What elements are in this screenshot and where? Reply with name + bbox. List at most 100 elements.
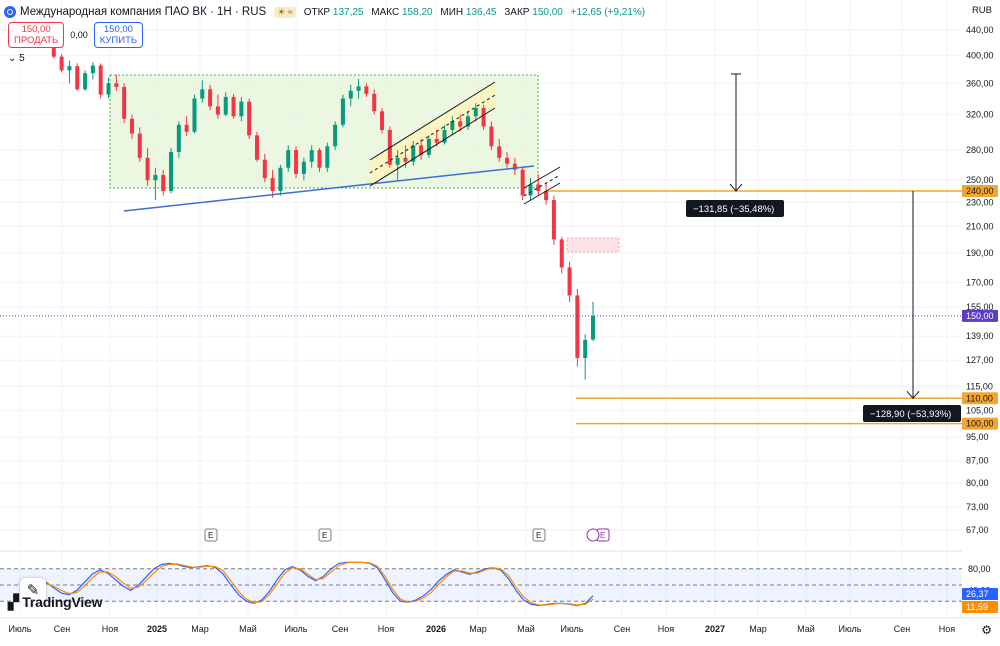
candle-body[interactable] (551, 200, 556, 240)
channel-lower-line[interactable] (369, 107, 496, 187)
earnings-marker[interactable] (318, 528, 332, 542)
candle-body[interactable] (176, 124, 181, 152)
candle-body[interactable] (536, 184, 541, 192)
candle-body[interactable] (575, 295, 580, 359)
candle-body[interactable] (348, 90, 353, 99)
buy-button[interactable]: 150,00 КУПИТЬ (93, 22, 144, 48)
candle-body[interactable] (67, 66, 72, 71)
candle-body[interactable] (184, 124, 189, 132)
candle-body[interactable] (497, 146, 502, 158)
flag-lower-line[interactable] (523, 182, 561, 205)
support-trendline-2[interactable] (369, 165, 535, 185)
candle-body[interactable] (481, 108, 486, 127)
candle-body[interactable] (301, 161, 306, 174)
candle-body[interactable] (75, 66, 80, 90)
stoch-line-1[interactable] (45, 561, 594, 606)
candle-body[interactable] (239, 101, 244, 117)
candle-body[interactable] (465, 116, 470, 127)
price-tick-label: 115,00 (966, 381, 993, 391)
indicators-collapse-button[interactable]: ⌄ 5 (8, 53, 25, 64)
gap-zone[interactable] (566, 237, 620, 253)
candle-body[interactable] (364, 86, 369, 94)
candle-body[interactable] (458, 121, 463, 127)
price-tick-label: 155,00 (966, 302, 994, 312)
candle-body[interactable] (153, 174, 158, 181)
candle-body[interactable] (59, 56, 64, 71)
candle-body[interactable] (247, 101, 252, 136)
candle-body[interactable] (583, 339, 588, 359)
candle-body[interactable] (356, 86, 361, 91)
channel-upper-line[interactable] (369, 81, 496, 161)
candle-body[interactable] (200, 89, 205, 99)
x-axis: Июль Сен Ноя 2025 Мар Май Июль Сен Ноя 2026 Мар Май… (0, 617, 1000, 634)
candle-body[interactable] (161, 174, 166, 192)
candle-body[interactable] (559, 239, 564, 268)
candle-body[interactable] (122, 87, 127, 119)
candle-body[interactable] (286, 150, 291, 168)
currency-label[interactable]: RUB (971, 5, 992, 16)
candle-body[interactable] (340, 98, 345, 125)
candle-body[interactable] (395, 157, 400, 165)
draw-tool-button[interactable]: ✎ (20, 578, 46, 604)
channel-mid-line[interactable] (369, 94, 496, 174)
candle-body[interactable] (380, 111, 385, 130)
candle-body[interactable] (114, 83, 119, 88)
consolidation-zone[interactable] (109, 74, 539, 189)
candle-body[interactable] (442, 129, 447, 143)
candle-body[interactable] (254, 135, 259, 160)
earnings-marker[interactable] (204, 528, 218, 542)
candle-body[interactable] (129, 118, 134, 134)
candle-body[interactable] (489, 126, 494, 147)
sell-button[interactable]: 150,00 ПРОДАТЬ (8, 22, 65, 48)
symbol-title[interactable]: Международная компания ПАО ВК · 1Н · RUS (20, 6, 267, 18)
candle-body[interactable] (426, 138, 431, 155)
flag-upper-line[interactable] (523, 166, 561, 189)
candle-body[interactable] (262, 159, 267, 179)
candle-body[interactable] (520, 169, 525, 196)
candle-body[interactable] (90, 65, 95, 74)
candle-body[interactable] (169, 151, 174, 192)
candle-body[interactable] (208, 89, 213, 107)
candle-body[interactable] (591, 315, 595, 340)
candle-body[interactable] (83, 73, 88, 90)
stoch-value-badge (962, 601, 998, 613)
candle-body[interactable] (309, 150, 314, 162)
candle-body[interactable] (505, 157, 510, 164)
candle-body[interactable] (544, 191, 549, 201)
earnings-marker[interactable] (532, 528, 546, 542)
candle-body[interactable] (231, 96, 236, 117)
time-tick-label: Мар (469, 624, 487, 634)
candle-body[interactable] (512, 163, 517, 170)
candle-body[interactable] (137, 133, 142, 158)
candle-body[interactable] (403, 157, 408, 162)
chevron-down-icon: ⌄ (8, 53, 17, 64)
candle-body[interactable] (106, 83, 111, 95)
candle-body[interactable] (278, 167, 283, 192)
candle-body[interactable] (372, 93, 377, 112)
candle-body[interactable] (411, 145, 416, 162)
candle-body[interactable] (434, 138, 439, 143)
candle-body[interactable] (215, 106, 220, 115)
stoch-tick-label: 80,00 (968, 564, 991, 574)
dividend-marker-icon[interactable] (586, 528, 600, 542)
candle-body[interactable] (294, 150, 299, 174)
candle-body[interactable] (450, 121, 455, 130)
support-trendline[interactable] (123, 183, 371, 212)
candle-body[interactable] (98, 65, 103, 95)
candle-body[interactable] (528, 184, 533, 196)
candle-body[interactable] (317, 150, 322, 168)
candle-body[interactable] (473, 108, 478, 117)
settings-gear-icon[interactable]: ⚙ (981, 623, 992, 637)
candle-body[interactable] (333, 124, 338, 147)
candle-body[interactable] (223, 96, 228, 115)
candle-body[interactable] (325, 146, 330, 168)
candle-body[interactable] (419, 145, 424, 155)
candle-body[interactable] (567, 267, 572, 296)
market-status-badge[interactable]: ☀ ≈ (274, 6, 296, 18)
candle-body[interactable] (192, 98, 197, 132)
candle-body[interactable] (270, 178, 275, 192)
candle-body[interactable] (145, 157, 150, 181)
flag-mid-line[interactable] (523, 174, 561, 197)
